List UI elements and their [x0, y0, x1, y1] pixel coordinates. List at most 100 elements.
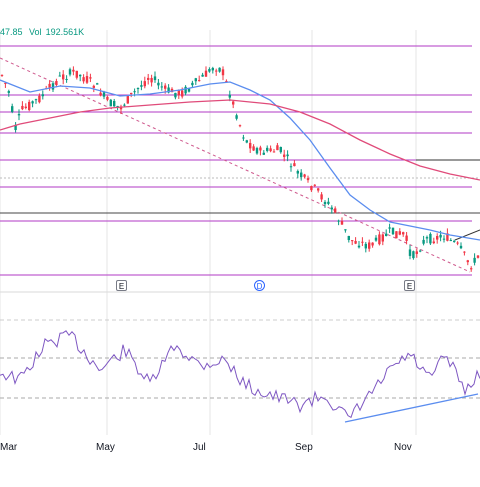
candle-body — [337, 220, 340, 222]
x-tick-label: Nov — [394, 442, 412, 453]
candle-body — [344, 229, 347, 231]
candle-body — [102, 92, 106, 97]
candle-body — [313, 184, 316, 186]
candle-body — [398, 231, 401, 235]
candle-body — [143, 81, 146, 87]
candles[interactable] — [0, 66, 480, 272]
earnings-event-marker[interactable]: E — [116, 280, 127, 291]
candle-body — [323, 201, 327, 205]
candle-body — [385, 233, 388, 236]
dashed-trendline — [0, 57, 471, 273]
candle-body — [293, 163, 296, 167]
candle-body — [191, 82, 194, 86]
candle-body — [436, 236, 439, 240]
candle-body — [320, 194, 323, 200]
horizontal-levels — [0, 45, 480, 276]
dividend-event-marker[interactable]: D — [254, 280, 265, 291]
candle-body — [157, 82, 160, 86]
candle-body — [249, 142, 252, 149]
candle-body — [211, 67, 214, 71]
candle-body — [204, 70, 208, 77]
candle-body — [11, 106, 14, 112]
candle-body — [136, 88, 140, 90]
candle-body — [473, 257, 476, 263]
candle-body — [221, 69, 225, 76]
volume-label: Vol 192.561K — [29, 27, 88, 37]
candle-body — [286, 154, 289, 157]
candle-body — [51, 83, 55, 90]
candle-body — [34, 99, 38, 101]
ohlc-header: 47.85 Vol 192.561K — [0, 27, 92, 37]
candle-body — [245, 140, 248, 143]
candle-body — [24, 106, 27, 108]
candle-body — [28, 101, 31, 111]
candle-body — [255, 148, 259, 154]
candle-body — [317, 188, 320, 191]
candle-body — [225, 80, 228, 82]
candle-body — [279, 146, 282, 153]
candle-body — [453, 240, 456, 242]
candle-body — [7, 91, 10, 93]
candle-body — [113, 100, 116, 107]
candle-body — [187, 88, 191, 92]
candle-body — [242, 137, 245, 139]
candle-body — [130, 92, 133, 95]
candle-body — [194, 78, 197, 82]
candle-body — [374, 237, 378, 241]
candle-body — [340, 221, 344, 225]
arrow-line — [454, 229, 480, 241]
candle-body — [174, 92, 177, 98]
candle-body — [422, 239, 425, 244]
earnings-event-marker[interactable]: E — [404, 280, 415, 291]
candle-body — [92, 85, 95, 88]
x-tick-label: Sep — [295, 442, 313, 453]
candle-body — [357, 245, 361, 248]
candle-body — [215, 70, 218, 72]
candle-body — [238, 125, 242, 127]
candle-body — [368, 242, 371, 249]
candle-body — [415, 251, 418, 254]
candle-body — [218, 67, 221, 72]
candle-body — [4, 82, 7, 84]
candle-body — [378, 234, 381, 245]
candle-body — [361, 241, 364, 243]
candle-body — [269, 148, 272, 152]
candle-body — [347, 235, 350, 241]
grid-lines — [0, 30, 480, 435]
candle-body — [96, 83, 99, 85]
candle-body — [123, 104, 126, 106]
candle-body — [38, 95, 41, 103]
candle-body — [419, 250, 422, 252]
candle-body — [266, 147, 269, 151]
candle-body — [99, 92, 102, 96]
candle-body — [296, 170, 299, 174]
rsi-trendline — [344, 393, 479, 423]
rsi-line — [0, 330, 480, 419]
candle-body — [310, 186, 313, 191]
candle-body — [160, 86, 163, 88]
candle-body — [425, 237, 429, 239]
candle-body — [31, 101, 34, 104]
candle-body — [412, 251, 415, 259]
candle-body — [89, 77, 92, 79]
candle-body — [106, 96, 109, 100]
volume-value: 192.561K — [45, 27, 85, 37]
candle-body — [164, 85, 167, 89]
candle-body — [388, 227, 391, 229]
candle-body — [334, 208, 337, 213]
candle-body — [133, 91, 136, 93]
x-tick-label: May — [96, 442, 115, 453]
candle-body — [327, 201, 330, 204]
candle-body — [41, 94, 44, 97]
candle-body — [476, 255, 480, 258]
candle-body — [351, 240, 354, 242]
candle-body — [126, 95, 129, 104]
candle-body — [289, 166, 293, 168]
candle-body — [55, 80, 58, 85]
candle-body — [177, 90, 180, 96]
x-tick-label: Jul — [193, 442, 206, 453]
candle-body — [262, 152, 265, 155]
moving-averages — [0, 79, 480, 241]
candle-body — [65, 78, 68, 80]
